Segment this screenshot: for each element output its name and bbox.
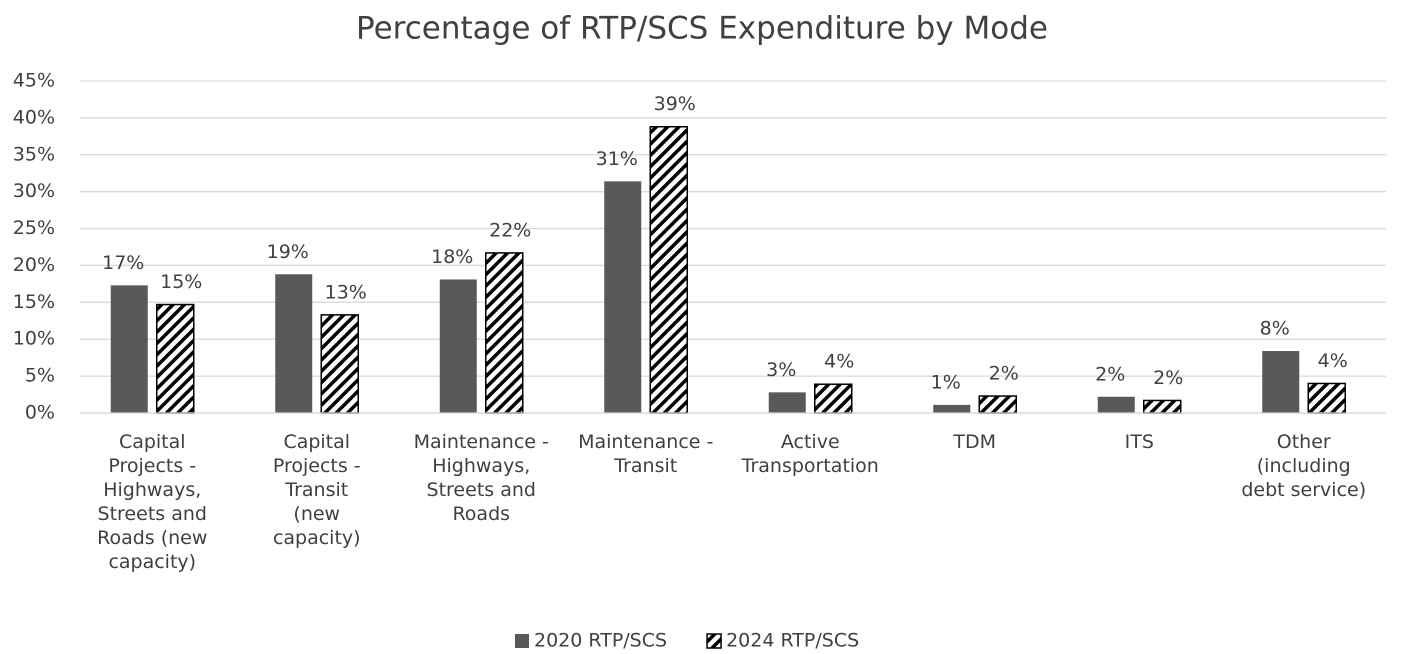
data-label: 13% bbox=[325, 281, 367, 303]
y-tick-label: 20% bbox=[13, 254, 55, 276]
chart-title: Percentage of RTP/SCS Expenditure by Mod… bbox=[356, 11, 1048, 47]
data-label: 2% bbox=[1095, 363, 1125, 385]
data-label: 31% bbox=[596, 148, 638, 170]
y-tick-label: 35% bbox=[13, 143, 55, 165]
y-tick-label: 5% bbox=[25, 365, 55, 387]
data-label: 4% bbox=[824, 351, 854, 373]
bar bbox=[768, 392, 806, 413]
x-tick-label: Maintenance - Highways, Streets and Road… bbox=[413, 431, 549, 525]
x-tick-label: Other (including debt service) bbox=[1241, 431, 1367, 501]
legend-label: 2020 RTP/SCS bbox=[534, 630, 667, 652]
y-tick-label: 10% bbox=[13, 328, 55, 350]
data-label: 4% bbox=[1318, 350, 1348, 372]
bar bbox=[110, 285, 148, 413]
data-label: 15% bbox=[160, 271, 202, 293]
bar bbox=[978, 395, 1017, 414]
data-label: 3% bbox=[766, 359, 796, 381]
data-label: 1% bbox=[931, 371, 961, 393]
y-tick-label: 0% bbox=[25, 402, 55, 424]
data-label: 22% bbox=[489, 219, 531, 241]
data-label: 2% bbox=[1153, 367, 1183, 389]
x-tick-label: Active Transportation bbox=[741, 431, 879, 477]
y-tick-label: 15% bbox=[13, 291, 55, 313]
bar bbox=[933, 404, 971, 413]
data-label: 17% bbox=[102, 252, 144, 274]
data-label: 2% bbox=[989, 363, 1019, 385]
bar bbox=[604, 181, 642, 413]
x-tick-label: Maintenance - Transit bbox=[578, 431, 714, 477]
bar bbox=[1097, 396, 1135, 413]
bar bbox=[1262, 351, 1300, 413]
bar bbox=[1307, 382, 1346, 414]
data-label: 8% bbox=[1260, 318, 1290, 340]
x-tick-label: ITS bbox=[1124, 431, 1154, 453]
data-label: 18% bbox=[431, 246, 473, 268]
bar bbox=[814, 383, 853, 414]
y-tick-label: 45% bbox=[13, 70, 55, 92]
bar bbox=[156, 303, 195, 414]
legend-label: 2024 RTP/SCS bbox=[726, 630, 859, 652]
y-tick-label: 30% bbox=[13, 180, 55, 202]
y-tick-label: 25% bbox=[13, 217, 55, 239]
y-tick-label: 40% bbox=[13, 106, 55, 128]
x-tick-label: Capital Projects - Transit (new capacity… bbox=[272, 431, 361, 549]
bar bbox=[320, 314, 359, 414]
data-label: 19% bbox=[267, 241, 309, 263]
bar bbox=[1143, 399, 1182, 414]
x-tick-label: Capital Projects - Highways, Streets and… bbox=[97, 431, 208, 573]
legend-swatch bbox=[706, 633, 722, 649]
bar bbox=[649, 125, 688, 414]
legend-swatch bbox=[515, 634, 529, 648]
bar bbox=[275, 274, 313, 413]
bar bbox=[439, 279, 477, 413]
x-tick-label: TDM bbox=[953, 431, 997, 453]
bar bbox=[485, 252, 524, 414]
data-label: 39% bbox=[654, 93, 696, 115]
